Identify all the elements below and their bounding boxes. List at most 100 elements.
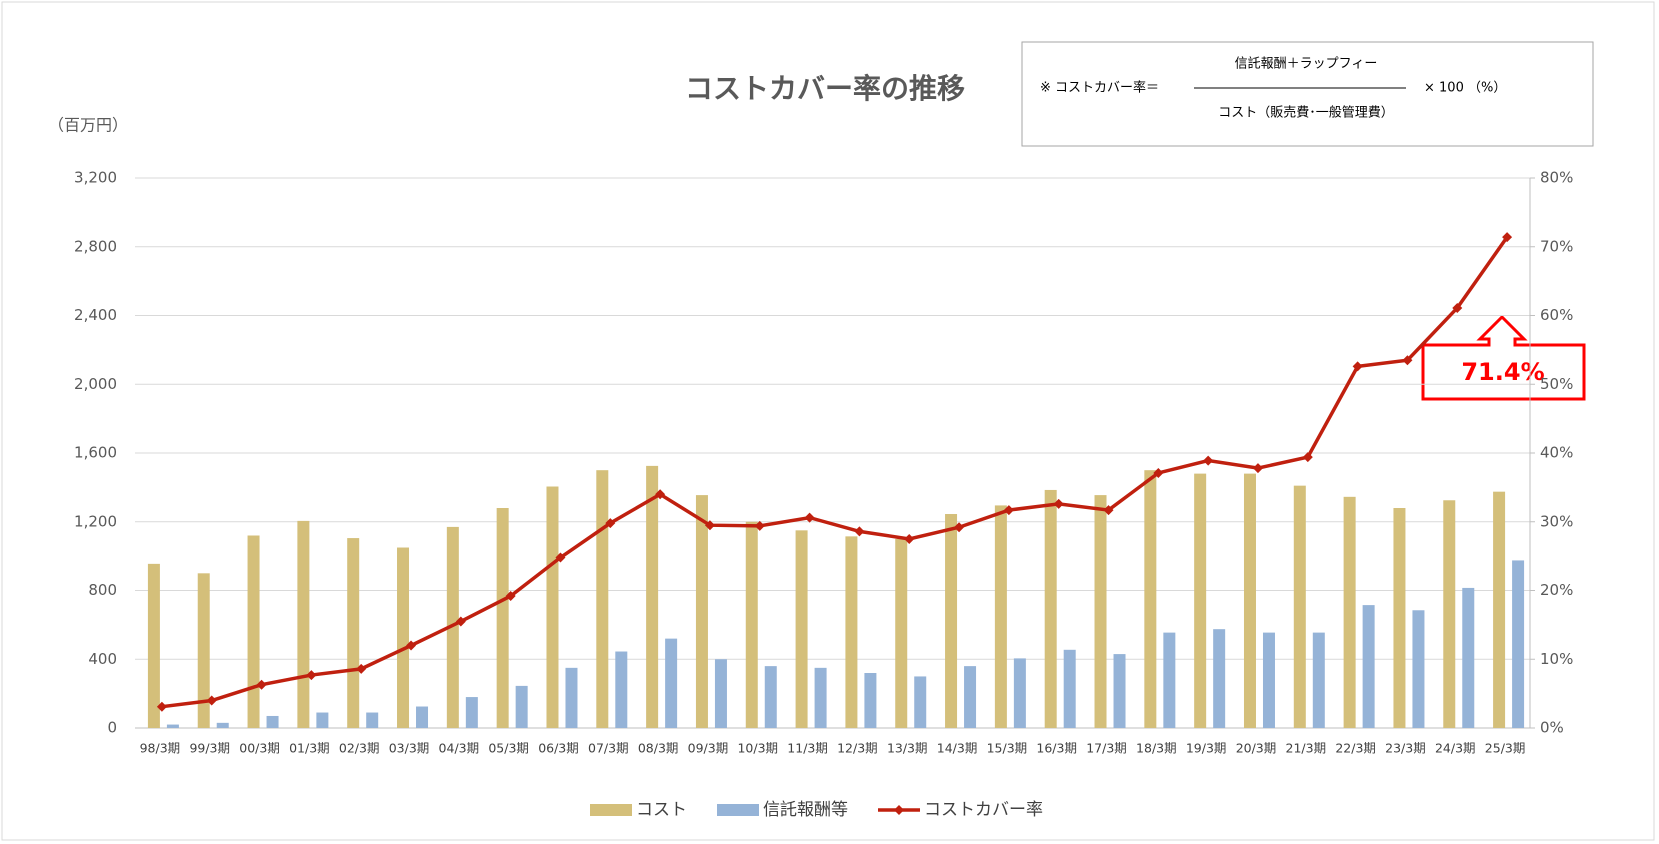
bar — [197, 573, 210, 728]
bar — [1194, 473, 1207, 728]
bar — [565, 667, 578, 728]
marker — [754, 520, 765, 531]
marker — [1153, 467, 1164, 478]
bar — [347, 538, 360, 728]
y-tick-label: 400 — [88, 650, 117, 668]
formula-box — [1021, 41, 1594, 147]
y-tick-label: 1,200 — [74, 512, 117, 530]
bar — [446, 526, 459, 728]
bar — [814, 667, 827, 728]
y-tick-label: 0 — [107, 719, 117, 737]
bar — [1493, 491, 1506, 728]
bar — [297, 520, 310, 728]
y2-tick-label: 70% — [1540, 237, 1573, 255]
bar — [764, 666, 777, 728]
y2-tick-label: 80% — [1540, 169, 1573, 187]
bar — [864, 673, 877, 728]
marker — [356, 663, 367, 674]
y-tick-label: 2,400 — [74, 306, 117, 324]
bar — [1262, 632, 1275, 728]
bar — [1343, 496, 1356, 728]
y2-tick-label: 0% — [1540, 719, 1564, 737]
y-tick-label: 2,800 — [74, 237, 117, 255]
bar — [1412, 610, 1425, 728]
x-tick-label: 06/3期 — [538, 741, 579, 756]
x-tick-label: 05/3期 — [488, 741, 529, 756]
y-tick-label: 800 — [88, 581, 117, 599]
bar — [1013, 658, 1026, 728]
x-tick-label: 20/3期 — [1236, 741, 1277, 756]
chart-title: コストカバー率の推移 — [685, 72, 965, 105]
bar — [646, 465, 659, 728]
x-tick-label: 99/3期 — [189, 741, 230, 756]
bar — [964, 666, 977, 728]
marker — [505, 591, 516, 601]
x-tick-label: 11/3期 — [787, 741, 828, 756]
bar — [1144, 470, 1157, 728]
marker — [1252, 463, 1263, 474]
marker — [256, 679, 267, 690]
x-tick-label: 98/3期 — [140, 741, 181, 756]
x-tick-label: 01/3期 — [289, 741, 330, 756]
bar — [945, 514, 958, 728]
marker — [1003, 505, 1014, 516]
x-tick-label: 07/3期 — [588, 741, 629, 756]
bar — [745, 521, 758, 728]
formula-prefix: ※ コストカバー率＝ — [1040, 80, 1159, 96]
x-tick-label: 08/3期 — [638, 741, 679, 756]
bar — [166, 724, 179, 728]
y2-tick-label: 30% — [1540, 512, 1573, 530]
formula-denominator: コスト（販売費･一般管理費） — [1218, 105, 1394, 121]
marker — [1053, 498, 1064, 509]
legend-swatch — [590, 804, 632, 816]
bar — [1393, 508, 1406, 728]
x-tick-label: 18/3期 — [1136, 741, 1177, 756]
bar — [914, 676, 927, 728]
y2-tick-label: 60% — [1540, 306, 1573, 324]
x-tick-label: 22/3期 — [1335, 741, 1376, 756]
bar — [247, 535, 260, 728]
bar — [1362, 605, 1375, 728]
marker — [156, 701, 167, 712]
bar — [397, 547, 410, 728]
x-tick-label: 19/3期 — [1186, 741, 1227, 756]
x-tick-label: 16/3期 — [1036, 741, 1077, 756]
bar — [695, 495, 708, 728]
y-axis-label: （百万円） — [48, 116, 128, 135]
bar — [596, 470, 609, 728]
bar — [1443, 500, 1456, 728]
bar — [615, 651, 628, 728]
bar — [1063, 649, 1076, 728]
bar — [845, 536, 858, 728]
marker — [1352, 361, 1363, 372]
marker — [704, 520, 715, 531]
bar — [1312, 632, 1325, 728]
bar — [1512, 560, 1525, 728]
marker — [954, 522, 965, 533]
bar — [1243, 473, 1256, 728]
legend-label: コストカバー率 — [924, 800, 1043, 820]
marker — [1402, 355, 1413, 366]
x-tick-label: 09/3期 — [688, 741, 729, 756]
bar — [546, 486, 559, 728]
y2-tick-label: 40% — [1540, 444, 1573, 462]
bar — [316, 712, 329, 728]
bar — [366, 712, 379, 728]
callout-label: 71.4% — [1461, 358, 1544, 386]
bar — [994, 505, 1007, 728]
bar — [1462, 587, 1475, 728]
x-tick-label: 03/3期 — [389, 741, 430, 756]
bar — [266, 715, 279, 728]
x-tick-label: 21/3期 — [1286, 741, 1327, 756]
legend-label: 信託報酬等 — [763, 800, 848, 820]
bar — [216, 722, 229, 728]
y2-tick-label: 50% — [1540, 375, 1573, 393]
marker — [406, 640, 417, 651]
x-tick-label: 00/3期 — [239, 741, 280, 756]
marker — [854, 526, 865, 537]
bar — [1044, 489, 1057, 728]
marker — [455, 616, 466, 627]
marker — [1103, 505, 1114, 516]
